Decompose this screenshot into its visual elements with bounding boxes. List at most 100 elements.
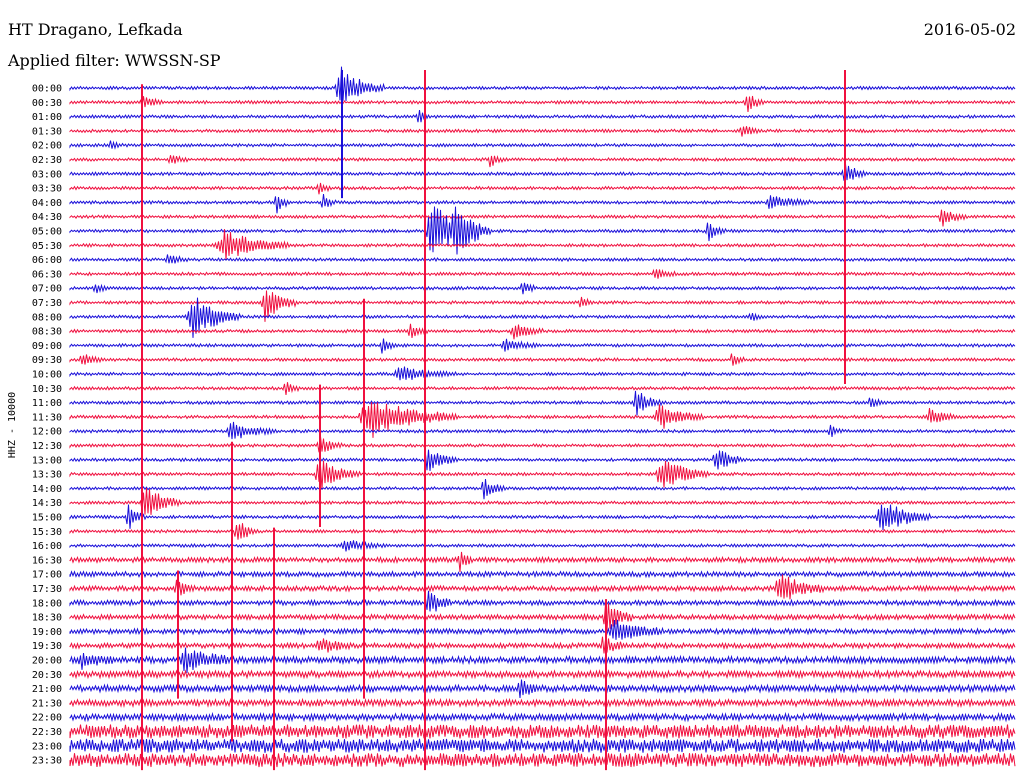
time-tick-label: 01:30 xyxy=(32,126,62,137)
time-tick-label: 05:00 xyxy=(32,227,62,238)
time-tick-label: 21:00 xyxy=(32,684,62,695)
time-tick-label: 10:30 xyxy=(32,384,62,395)
trace-line xyxy=(69,209,1016,227)
trace-line xyxy=(69,724,1016,739)
time-tick-label: 14:30 xyxy=(32,498,62,509)
trace-line xyxy=(69,297,1016,338)
time-tick-label: 00:30 xyxy=(32,98,62,109)
trace-line xyxy=(69,206,1016,255)
time-tick-label: 04:00 xyxy=(32,198,62,209)
time-tick-label: 10:00 xyxy=(32,370,62,381)
time-tick-label: 11:00 xyxy=(32,398,62,409)
time-tick-label: 22:30 xyxy=(32,727,62,738)
trace-line xyxy=(69,382,1016,395)
trace-line xyxy=(69,110,1016,123)
time-tick-label: 15:30 xyxy=(32,527,62,538)
time-tick-label: 16:00 xyxy=(32,541,62,552)
time-tick-label: 22:00 xyxy=(32,713,62,724)
time-tick-label: 03:30 xyxy=(32,184,62,195)
trace-line xyxy=(69,449,1016,471)
time-tick-label: 12:30 xyxy=(32,441,62,452)
time-tick-labels: 00:00 00:30 01:00 01:30 02:00 02:30 03:00 03:30… xyxy=(32,84,62,767)
time-tick-label: 17:00 xyxy=(32,570,62,581)
time-tick-label: 11:30 xyxy=(32,412,62,423)
time-tick-label: 12:00 xyxy=(32,427,62,438)
trace-line xyxy=(69,590,1016,612)
trace-line xyxy=(69,540,1016,552)
trace-line xyxy=(69,523,1016,540)
trace-line xyxy=(69,402,1016,438)
trace-line xyxy=(69,323,1016,340)
time-tick-label: 17:30 xyxy=(32,584,62,595)
time-tick-label: 19:30 xyxy=(32,641,62,652)
time-tick-label: 14:00 xyxy=(32,484,62,495)
trace-line xyxy=(69,669,1016,680)
time-tick-label: 23:00 xyxy=(32,741,62,752)
trace-line xyxy=(69,487,1016,515)
time-tick-label: 08:30 xyxy=(32,327,62,338)
time-tick-label: 20:00 xyxy=(32,656,62,667)
trace-line xyxy=(69,290,1016,322)
time-tick-label: 09:00 xyxy=(32,341,62,352)
trace-line xyxy=(69,338,1016,354)
trace-line xyxy=(69,66,1016,102)
trace-line xyxy=(69,126,1016,137)
trace-line xyxy=(69,366,1016,381)
station-title: HT Dragano, Lefkada xyxy=(8,20,183,39)
trace-line xyxy=(69,619,1016,640)
time-tick-label: 20:30 xyxy=(32,670,62,681)
trace-line xyxy=(69,353,1016,366)
time-tick-label: 13:00 xyxy=(32,455,62,466)
time-tick-label: 03:00 xyxy=(32,169,62,180)
time-tick-label: 23:30 xyxy=(32,756,62,767)
time-tick-label: 19:00 xyxy=(32,627,62,638)
trace-line xyxy=(69,282,1016,295)
time-tick-label: 07:00 xyxy=(32,284,62,295)
trace-line xyxy=(69,390,1016,416)
trace-line xyxy=(69,679,1016,698)
time-tick-label: 18:30 xyxy=(32,613,62,624)
time-tick-label: 02:30 xyxy=(32,155,62,166)
time-tick-label: 06:00 xyxy=(32,255,62,266)
y-axis-label: HHZ - 10000 xyxy=(7,392,18,458)
trace-line xyxy=(69,182,1016,195)
trace-line xyxy=(69,421,1016,440)
trace-line xyxy=(69,647,1016,673)
time-tick-label: 15:00 xyxy=(32,513,62,524)
trace-line xyxy=(69,711,1016,723)
trace-line xyxy=(69,753,1016,768)
trace-line xyxy=(69,155,1016,168)
date-label: 2016-05-02 xyxy=(923,20,1016,39)
trace-line xyxy=(69,436,1016,453)
trace-line xyxy=(69,574,1016,600)
time-tick-label: 06:30 xyxy=(32,269,62,280)
trace-line xyxy=(69,551,1016,573)
time-tick-label: 02:00 xyxy=(32,141,62,152)
trace-line xyxy=(69,193,1016,214)
trace-line xyxy=(69,504,1016,531)
trace-line xyxy=(69,603,1016,632)
time-tick-label: 09:30 xyxy=(32,355,62,366)
time-tick-label: 18:00 xyxy=(32,598,62,609)
trace-line xyxy=(69,254,1016,264)
filter-label: Applied filter: WWSSN-SP xyxy=(8,51,221,70)
time-tick-label: 00:00 xyxy=(32,84,62,95)
trace-line xyxy=(69,460,1016,490)
trace-line xyxy=(69,140,1016,150)
trace-line xyxy=(69,570,1016,579)
trace-line xyxy=(69,636,1016,654)
time-tick-label: 08:00 xyxy=(32,312,62,323)
time-tick-label: 07:30 xyxy=(32,298,62,309)
trace-line xyxy=(69,478,1016,500)
trace-line xyxy=(69,697,1016,709)
trace-line xyxy=(69,163,1016,181)
time-tick-label: 01:00 xyxy=(32,112,62,123)
time-tick-label: 16:30 xyxy=(32,555,62,566)
time-tick-label: 13:30 xyxy=(32,470,62,481)
trace-line xyxy=(69,738,1016,753)
time-tick-label: 05:30 xyxy=(32,241,62,252)
trace-line xyxy=(69,268,1016,279)
time-tick-label: 04:30 xyxy=(32,212,62,223)
trace-line xyxy=(69,95,1016,113)
